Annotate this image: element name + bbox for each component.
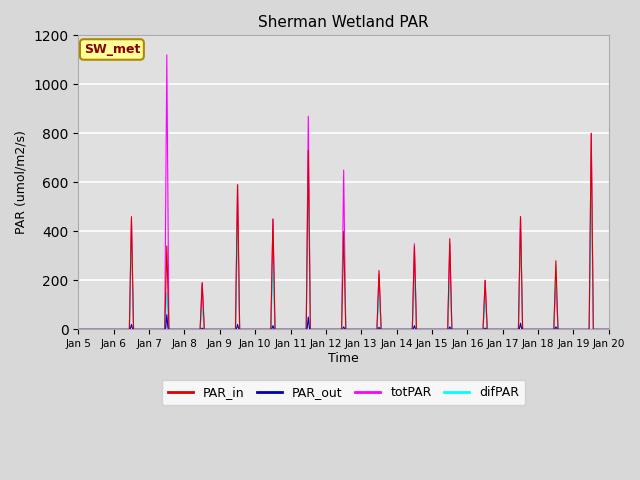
totPAR — [493, 326, 500, 332]
Title: Sherman Wetland PAR: Sherman Wetland PAR — [259, 15, 429, 30]
PAR_in — [170, 326, 177, 332]
difPAR — [324, 326, 332, 332]
PAR_in — [588, 131, 595, 136]
X-axis label: Time: Time — [328, 352, 359, 365]
totPAR — [605, 326, 612, 332]
totPAR — [604, 326, 612, 332]
totPAR — [163, 52, 171, 58]
difPAR — [493, 326, 500, 332]
PAR_out — [493, 326, 500, 332]
PAR_out — [605, 326, 612, 332]
PAR_out — [170, 326, 178, 332]
difPAR — [170, 326, 177, 332]
PAR_in — [75, 326, 83, 332]
Line: PAR_out: PAR_out — [79, 315, 609, 329]
Line: difPAR: difPAR — [79, 182, 609, 329]
difPAR — [305, 180, 312, 185]
Line: PAR_in: PAR_in — [79, 133, 609, 329]
PAR_out — [433, 326, 441, 332]
totPAR — [75, 326, 83, 332]
PAR_out — [324, 326, 332, 332]
PAR_out — [604, 326, 612, 332]
PAR_in — [462, 326, 470, 332]
PAR_in — [604, 326, 612, 332]
difPAR — [604, 326, 612, 332]
PAR_out — [75, 326, 83, 332]
difPAR — [75, 326, 83, 332]
difPAR — [463, 326, 470, 332]
Text: SW_met: SW_met — [84, 43, 140, 56]
PAR_in — [605, 326, 612, 332]
difPAR — [605, 326, 612, 332]
PAR_out — [463, 326, 470, 332]
Line: totPAR: totPAR — [79, 55, 609, 329]
PAR_in — [492, 326, 500, 332]
Legend: PAR_in, PAR_out, totPAR, difPAR: PAR_in, PAR_out, totPAR, difPAR — [162, 380, 525, 406]
PAR_in — [324, 326, 332, 332]
totPAR — [170, 326, 178, 332]
difPAR — [433, 326, 441, 332]
totPAR — [324, 326, 332, 332]
totPAR — [463, 326, 470, 332]
totPAR — [433, 326, 441, 332]
PAR_out — [163, 312, 171, 318]
PAR_in — [433, 326, 441, 332]
Y-axis label: PAR (umol/m2/s): PAR (umol/m2/s) — [15, 131, 28, 234]
